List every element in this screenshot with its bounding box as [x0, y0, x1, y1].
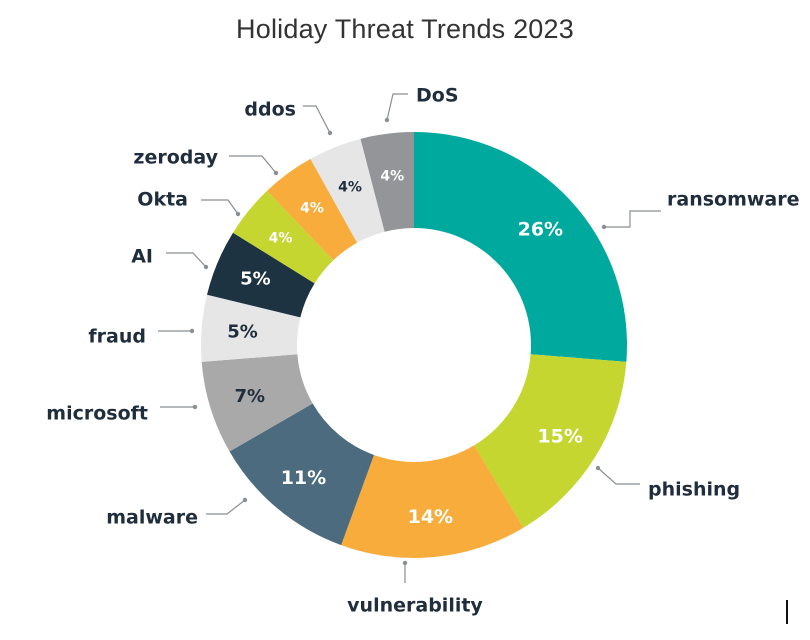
- leader-line-malware: [206, 499, 246, 515]
- slice-ransomware: [414, 132, 628, 362]
- leader-line-ai: [166, 252, 207, 268]
- callout-label-ransomware: ransomware: [667, 189, 800, 211]
- callout-label-ddos: ddos: [244, 99, 296, 121]
- value-label-dos: 4%: [380, 168, 404, 184]
- value-label-ai: 5%: [240, 269, 271, 290]
- value-label-microsoft: 7%: [234, 386, 265, 407]
- leader-dot-dos: [384, 117, 390, 123]
- callout-label-microsoft: microsoft: [46, 403, 148, 425]
- callout-label-zeroday: zeroday: [133, 147, 218, 169]
- leader-dot-zeroday: [273, 170, 279, 176]
- leader-dot-ransomware: [601, 224, 607, 230]
- slice-zeroday: [267, 158, 358, 261]
- leader-line-zeroday: [229, 155, 277, 174]
- value-labels: 26% 15% 14% 11% 7% 5% 5% 4% 4% 4% 4%: [227, 168, 583, 528]
- callout-label-ai: AI: [131, 246, 153, 268]
- callout-label-vulnerability: vulnerability: [347, 595, 483, 617]
- value-label-zeroday: 4%: [300, 200, 324, 216]
- leader-dot-phishing: [595, 465, 601, 471]
- value-label-phishing: 15%: [537, 426, 582, 448]
- value-label-okta: 4%: [269, 231, 293, 247]
- slice-ai: [207, 232, 315, 318]
- leader-dot-microsoft: [192, 404, 198, 410]
- leader-line-ransomware: [604, 210, 661, 228]
- value-label-fraud: 5%: [227, 321, 258, 342]
- slice-phishing: [474, 354, 627, 528]
- callout-label-dos: DoS: [416, 85, 459, 107]
- callout-label-fraud: fraud: [88, 326, 146, 348]
- callout-leader-lines: [158, 93, 661, 583]
- slice-okta: [233, 190, 334, 284]
- leader-dot-okta: [235, 211, 241, 217]
- callout-label-malware: malware: [106, 507, 198, 529]
- donut-slices: [200, 132, 628, 558]
- callout-label-phishing: phishing: [648, 479, 740, 501]
- slice-malware: [229, 403, 374, 546]
- value-label-ransomware: 26%: [518, 218, 563, 240]
- slice-vulnerability: [341, 445, 524, 558]
- value-label-malware: 11%: [281, 467, 326, 489]
- leader-line-okta: [201, 199, 239, 215]
- leader-dot-vulnerability: [402, 560, 408, 566]
- value-label-ddos: 4%: [338, 179, 362, 195]
- slice-microsoft: [201, 354, 313, 452]
- text-cursor-mark: [786, 600, 788, 624]
- slice-ddos: [310, 138, 385, 243]
- callout-label-okta: Okta: [137, 189, 188, 211]
- leader-dot-ai: [203, 264, 209, 270]
- callout-labels: ransomware phishing vulnerability malware mi…: [46, 85, 799, 617]
- leader-line-dos: [386, 93, 408, 121]
- leader-line-ddos: [303, 105, 331, 134]
- value-label-vulnerability: 14%: [408, 506, 453, 528]
- leader-dot-ddos: [327, 130, 333, 136]
- leader-dot-malware: [242, 497, 248, 503]
- slice-fraud: [200, 294, 301, 362]
- slice-dos: [360, 132, 414, 232]
- chart-title: Holiday Threat Trends 2023: [236, 14, 574, 44]
- leader-dot-fraud: [189, 328, 195, 334]
- leader-line-phishing: [597, 467, 640, 485]
